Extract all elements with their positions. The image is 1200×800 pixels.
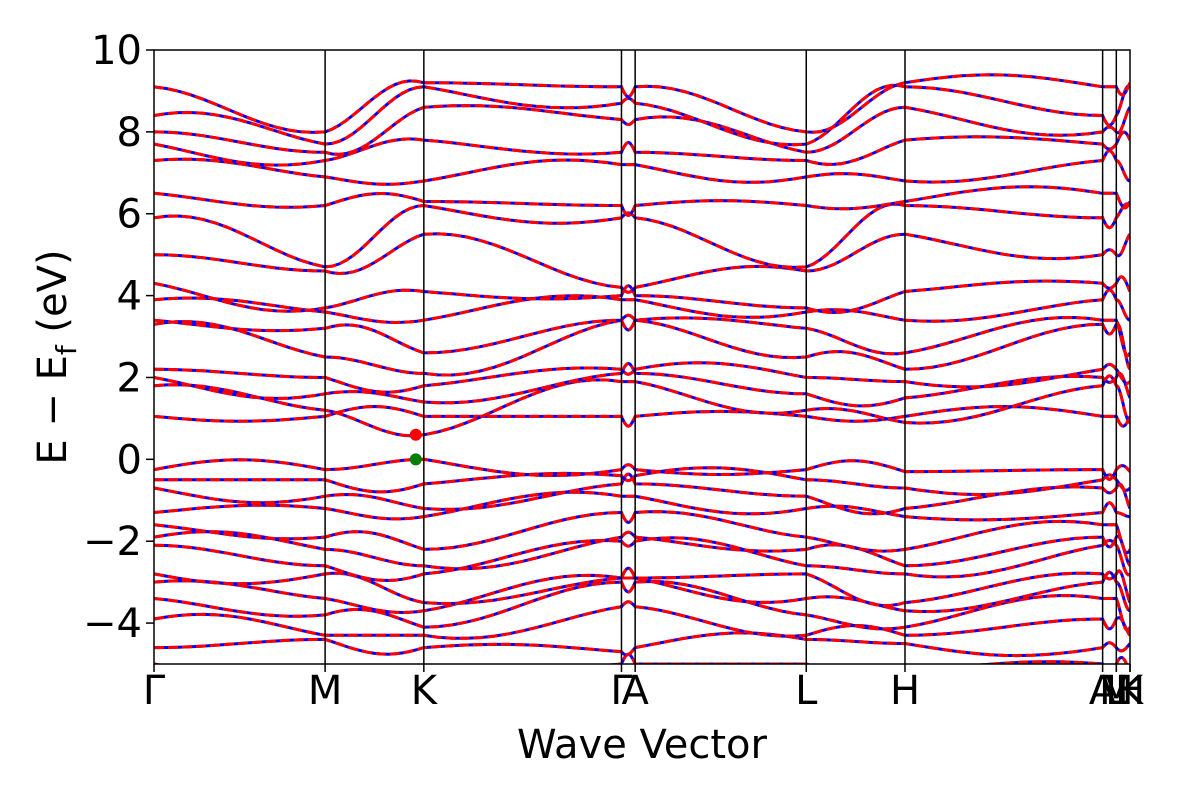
band-spin-down-28 [154, 73, 1130, 134]
band-spin-down-16 [154, 361, 1130, 394]
band-spin-down-19 [154, 288, 1130, 325]
y-tick-label: 4 [117, 274, 142, 320]
x-tick-label-5: L [795, 668, 818, 714]
y-tick-label: 8 [117, 110, 142, 156]
band-spin-down-5 [154, 566, 1130, 608]
band-spin-down-25 [154, 130, 1130, 167]
band-spin-down-7 [154, 530, 1130, 571]
y-axis-title-subscript: f [50, 344, 83, 355]
marker-cbm [409, 428, 422, 441]
x-tick-label-9: M [1099, 668, 1134, 714]
y-axis-ticks: −4 −2 0 2 4 6 8 10 [83, 28, 154, 647]
band-spin-down-23 [154, 185, 1130, 217]
x-tick-label-10: H [1115, 668, 1145, 714]
y-axis-title-main: E − E [30, 355, 76, 465]
plot-frame [153, 49, 1131, 665]
x-tick-label-3: Γ [610, 668, 633, 714]
band-spin-down-2 [154, 600, 1130, 640]
band-spin-down-12 [154, 457, 1130, 481]
y-axis-title-unit: (eV) [30, 249, 76, 345]
x-tick-label-6: H [890, 668, 920, 714]
band-spin-down-8 [154, 510, 1130, 555]
band-spin-down-20 [154, 275, 1130, 315]
marker-vbm [409, 453, 422, 466]
band-spin-down-10 [154, 472, 1130, 516]
band-spin-down-4 [154, 570, 1130, 615]
band-spin-down-15 [154, 361, 1130, 408]
band-spin-down-11 [154, 466, 1130, 497]
x-tick-label-2: K [411, 668, 439, 714]
y-tick-label: 6 [117, 192, 142, 238]
band-spin-down-24 [154, 149, 1130, 186]
y-tick-label: 2 [117, 355, 142, 401]
x-tick-label-11: K [1117, 668, 1145, 714]
bands-layer [154, 73, 1130, 664]
band-spin-down-9 [154, 490, 1130, 522]
band-spin-down-22 [154, 202, 1130, 269]
band-spin-down-6 [154, 536, 1130, 583]
y-axis-title: E − Ef (eV) [30, 249, 83, 464]
y-tick-label: −2 [83, 519, 142, 565]
x-tick-label-7: A [1089, 668, 1117, 714]
band-spin-down-13 [154, 404, 1130, 428]
high-symmetry-lines [324, 50, 1118, 664]
band-spin-down-14 [154, 374, 1130, 438]
band-spin-down-1 [154, 631, 1130, 658]
band-spin-down-3 [154, 579, 1130, 632]
extrema-markers [409, 428, 422, 466]
y-tick-label: 10 [91, 28, 142, 74]
band-spin-down-17 [154, 313, 1130, 377]
x-tick-label-4: A [621, 668, 649, 714]
x-tick-label-1: M [308, 668, 343, 714]
y-tick-label: 0 [117, 437, 142, 483]
band-spin-down-26 [154, 104, 1130, 156]
band-spin-down-21 [154, 232, 1130, 294]
band-spin-down-27 [154, 83, 1130, 147]
x-tick-label-0: Γ [143, 668, 166, 714]
x-tick-label-8: L [1105, 668, 1128, 714]
band-spin-down-18 [154, 315, 1130, 357]
y-tick-label: −4 [83, 601, 142, 647]
x-axis-title: Wave Vector [517, 722, 768, 768]
